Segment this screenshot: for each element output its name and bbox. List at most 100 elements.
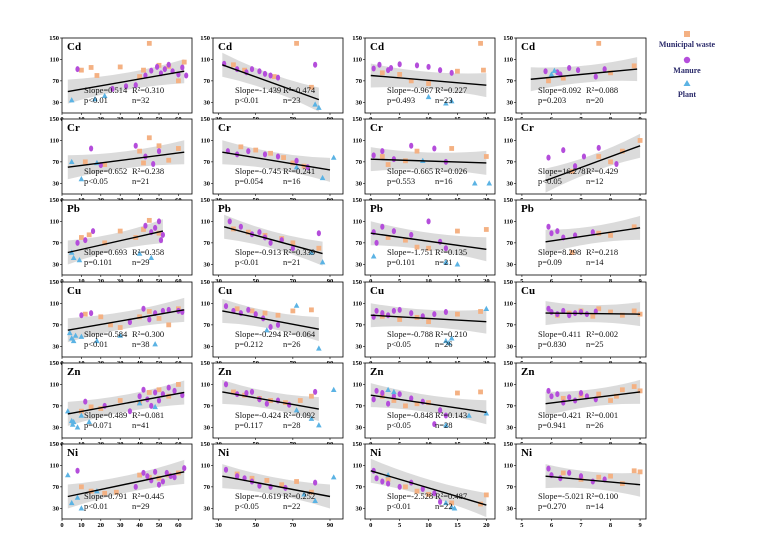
municipal-waste-point	[98, 406, 104, 411]
plant-point	[391, 388, 397, 395]
y-tick-label: 110	[50, 219, 59, 226]
municipal-waste-point	[137, 314, 143, 320]
p-value-text: p=0.830	[538, 339, 566, 349]
manure-point	[238, 223, 243, 230]
n-text: n=16	[283, 176, 301, 186]
plant-point	[330, 154, 337, 160]
manure-point	[313, 479, 318, 486]
manure-point	[160, 478, 165, 485]
n-text: n=14	[586, 501, 604, 511]
x-tick-label: 20	[483, 522, 490, 529]
x-tick-label: 8	[609, 522, 613, 529]
y-tick-label: 110	[50, 301, 59, 308]
r2-text: R²=0.064	[283, 329, 316, 339]
slope-text: Slope=16.278	[538, 166, 586, 176]
municipal-waste-point	[88, 65, 94, 70]
r2-text: R²=0.310	[132, 85, 164, 95]
y-tick-label: 150	[200, 441, 210, 448]
plant-point	[117, 332, 124, 338]
y-tick-label: 110	[50, 382, 59, 389]
municipal-waste-point	[619, 148, 625, 154]
municipal-waste-point	[231, 389, 236, 395]
y-tick-label: 30	[204, 261, 211, 268]
municipal-waste-point	[560, 395, 566, 401]
manure-point	[581, 153, 587, 160]
plant-point	[443, 259, 449, 265]
legend-label-municipal-waste: Municipal waste	[659, 40, 716, 49]
slope-text: Slope=0.421	[538, 410, 581, 420]
y-tick-label: 70	[507, 240, 514, 247]
y-tick-label: 70	[356, 78, 363, 85]
panel-label: Zn	[218, 366, 231, 378]
municipal-waste-point	[403, 484, 408, 490]
y-tick-label: 30	[53, 180, 60, 187]
manure-point	[156, 481, 162, 488]
municipal-waste-point	[631, 308, 637, 314]
panel-label: Ni	[370, 447, 381, 459]
manure-point	[313, 388, 318, 395]
p-value-text: p<0.01	[84, 339, 108, 349]
x-tick-label: 20	[98, 278, 105, 285]
panel-cu-ph: 150 110 70 30 5 6 7 8 9 Cu Slope=0.411 R²=0.002 p=0.…	[503, 279, 647, 367]
plant-point	[308, 415, 315, 421]
x-tick-label: 30	[215, 278, 222, 285]
x-tick-label: 7	[579, 522, 583, 529]
x-tick-label: 0	[60, 522, 63, 529]
manure-point	[590, 478, 595, 485]
municipal-waste-point	[631, 468, 637, 474]
plant-point	[370, 253, 377, 259]
municipal-waste-point	[86, 232, 92, 238]
slope-text: Slope=0.411	[538, 329, 581, 339]
y-tick-label: 150	[200, 360, 210, 367]
manure-point	[555, 228, 560, 235]
manure-point	[156, 397, 162, 404]
municipal-waste-point	[281, 155, 286, 160]
municipal-waste-point	[146, 135, 152, 141]
plant-point	[548, 71, 555, 77]
municipal-waste-point	[414, 244, 420, 250]
municipal-waste-point	[181, 59, 187, 65]
n-text: n=21	[283, 257, 301, 267]
regression-line	[545, 475, 641, 486]
municipal-waste-point	[631, 224, 637, 230]
manure-point	[602, 66, 607, 73]
municipal-waste-point	[379, 154, 385, 159]
municipal-waste-point	[94, 73, 100, 78]
municipal-waste-point	[385, 235, 391, 240]
n-text: n=26	[586, 420, 604, 430]
manure-point	[546, 223, 551, 230]
municipal-waste-point	[637, 388, 643, 394]
municipal-waste-point	[290, 160, 296, 166]
y-tick-label: 110	[504, 219, 513, 226]
y-tick-label: 30	[356, 99, 363, 106]
y-tick-label: 110	[504, 301, 513, 308]
p-value-text: p<0.05	[84, 176, 108, 186]
municipal-waste-point	[397, 72, 403, 77]
manure-point	[149, 402, 154, 409]
municipal-waste-point	[146, 217, 152, 223]
municipal-waste-point	[478, 389, 483, 395]
panel-cr-fc: 150110703005101520CrSlope=-0.665R²=0.026…	[352, 116, 496, 204]
manure-point	[110, 85, 115, 92]
manure-point	[380, 148, 385, 155]
panel-pb-vm: 150 110 70 30 30 50 70 90 Pb Slope=-0.913 R²=0.339…	[200, 197, 344, 285]
municipal-waste-point	[379, 70, 385, 76]
y-tick-label: 70	[507, 322, 514, 329]
manure-point	[123, 83, 129, 90]
slope-text: Slope=-2.528	[387, 491, 433, 501]
manure-point	[90, 228, 96, 235]
y-tick-label: 70	[507, 159, 514, 166]
x-tick-label: 7	[579, 278, 583, 285]
p-value-text: p<0.05	[235, 501, 259, 511]
manure-point	[380, 310, 385, 317]
panel-label: Pb	[370, 203, 383, 215]
manure-point	[156, 218, 162, 225]
r2-text: R²=0.358	[132, 247, 164, 257]
plant-point	[70, 418, 77, 425]
y-tick-label: 150	[503, 197, 513, 204]
municipal-waste-point	[385, 476, 391, 482]
r2-text: R²=0.218	[586, 247, 618, 257]
regression-line	[370, 232, 487, 250]
municipal-waste-point	[560, 470, 566, 476]
